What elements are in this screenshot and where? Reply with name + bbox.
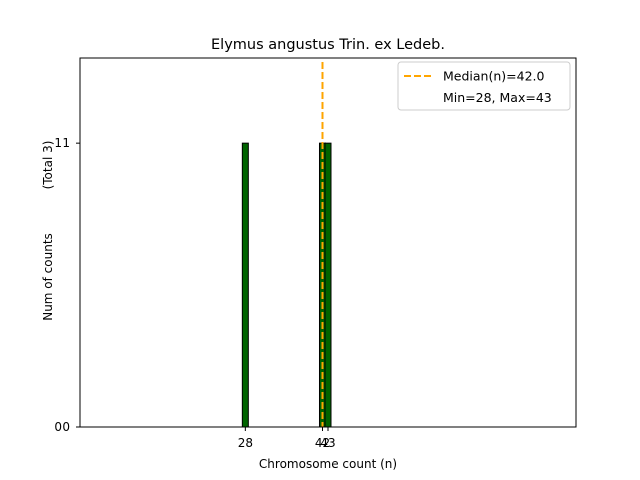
bar-43	[324, 142, 332, 428]
y-tick-label-outer-0: 0	[54, 420, 62, 434]
legend: Median(n)=42.0 Min=28, Max=43	[397, 61, 571, 111]
y-axis-label-group: Num of counts (Total 3)	[41, 141, 55, 321]
plot-frame	[79, 57, 577, 428]
y-axis-label: Num of counts	[41, 233, 55, 321]
y-axis-total-label: (Total 3)	[41, 141, 55, 190]
chart-title: Elymus angustus Trin. ex Ledeb.	[211, 37, 445, 53]
x-tick-label-42: 42	[315, 436, 330, 450]
legend-box	[397, 61, 571, 111]
x-tick-label-43: 43	[320, 436, 335, 450]
bar-28	[241, 142, 249, 428]
y-tick-label-1: 1	[62, 136, 70, 150]
y-tick-label-0: 0	[62, 420, 70, 434]
x-tick-label-28: 28	[238, 436, 253, 450]
legend-range-label: Min=28, Max=43	[443, 90, 552, 105]
legend-median-label: Median(n)=42.0	[443, 69, 544, 84]
x-axis-label: Chromosome count (n)	[259, 457, 397, 471]
y-tick-label-outer-1: 1	[54, 136, 62, 150]
